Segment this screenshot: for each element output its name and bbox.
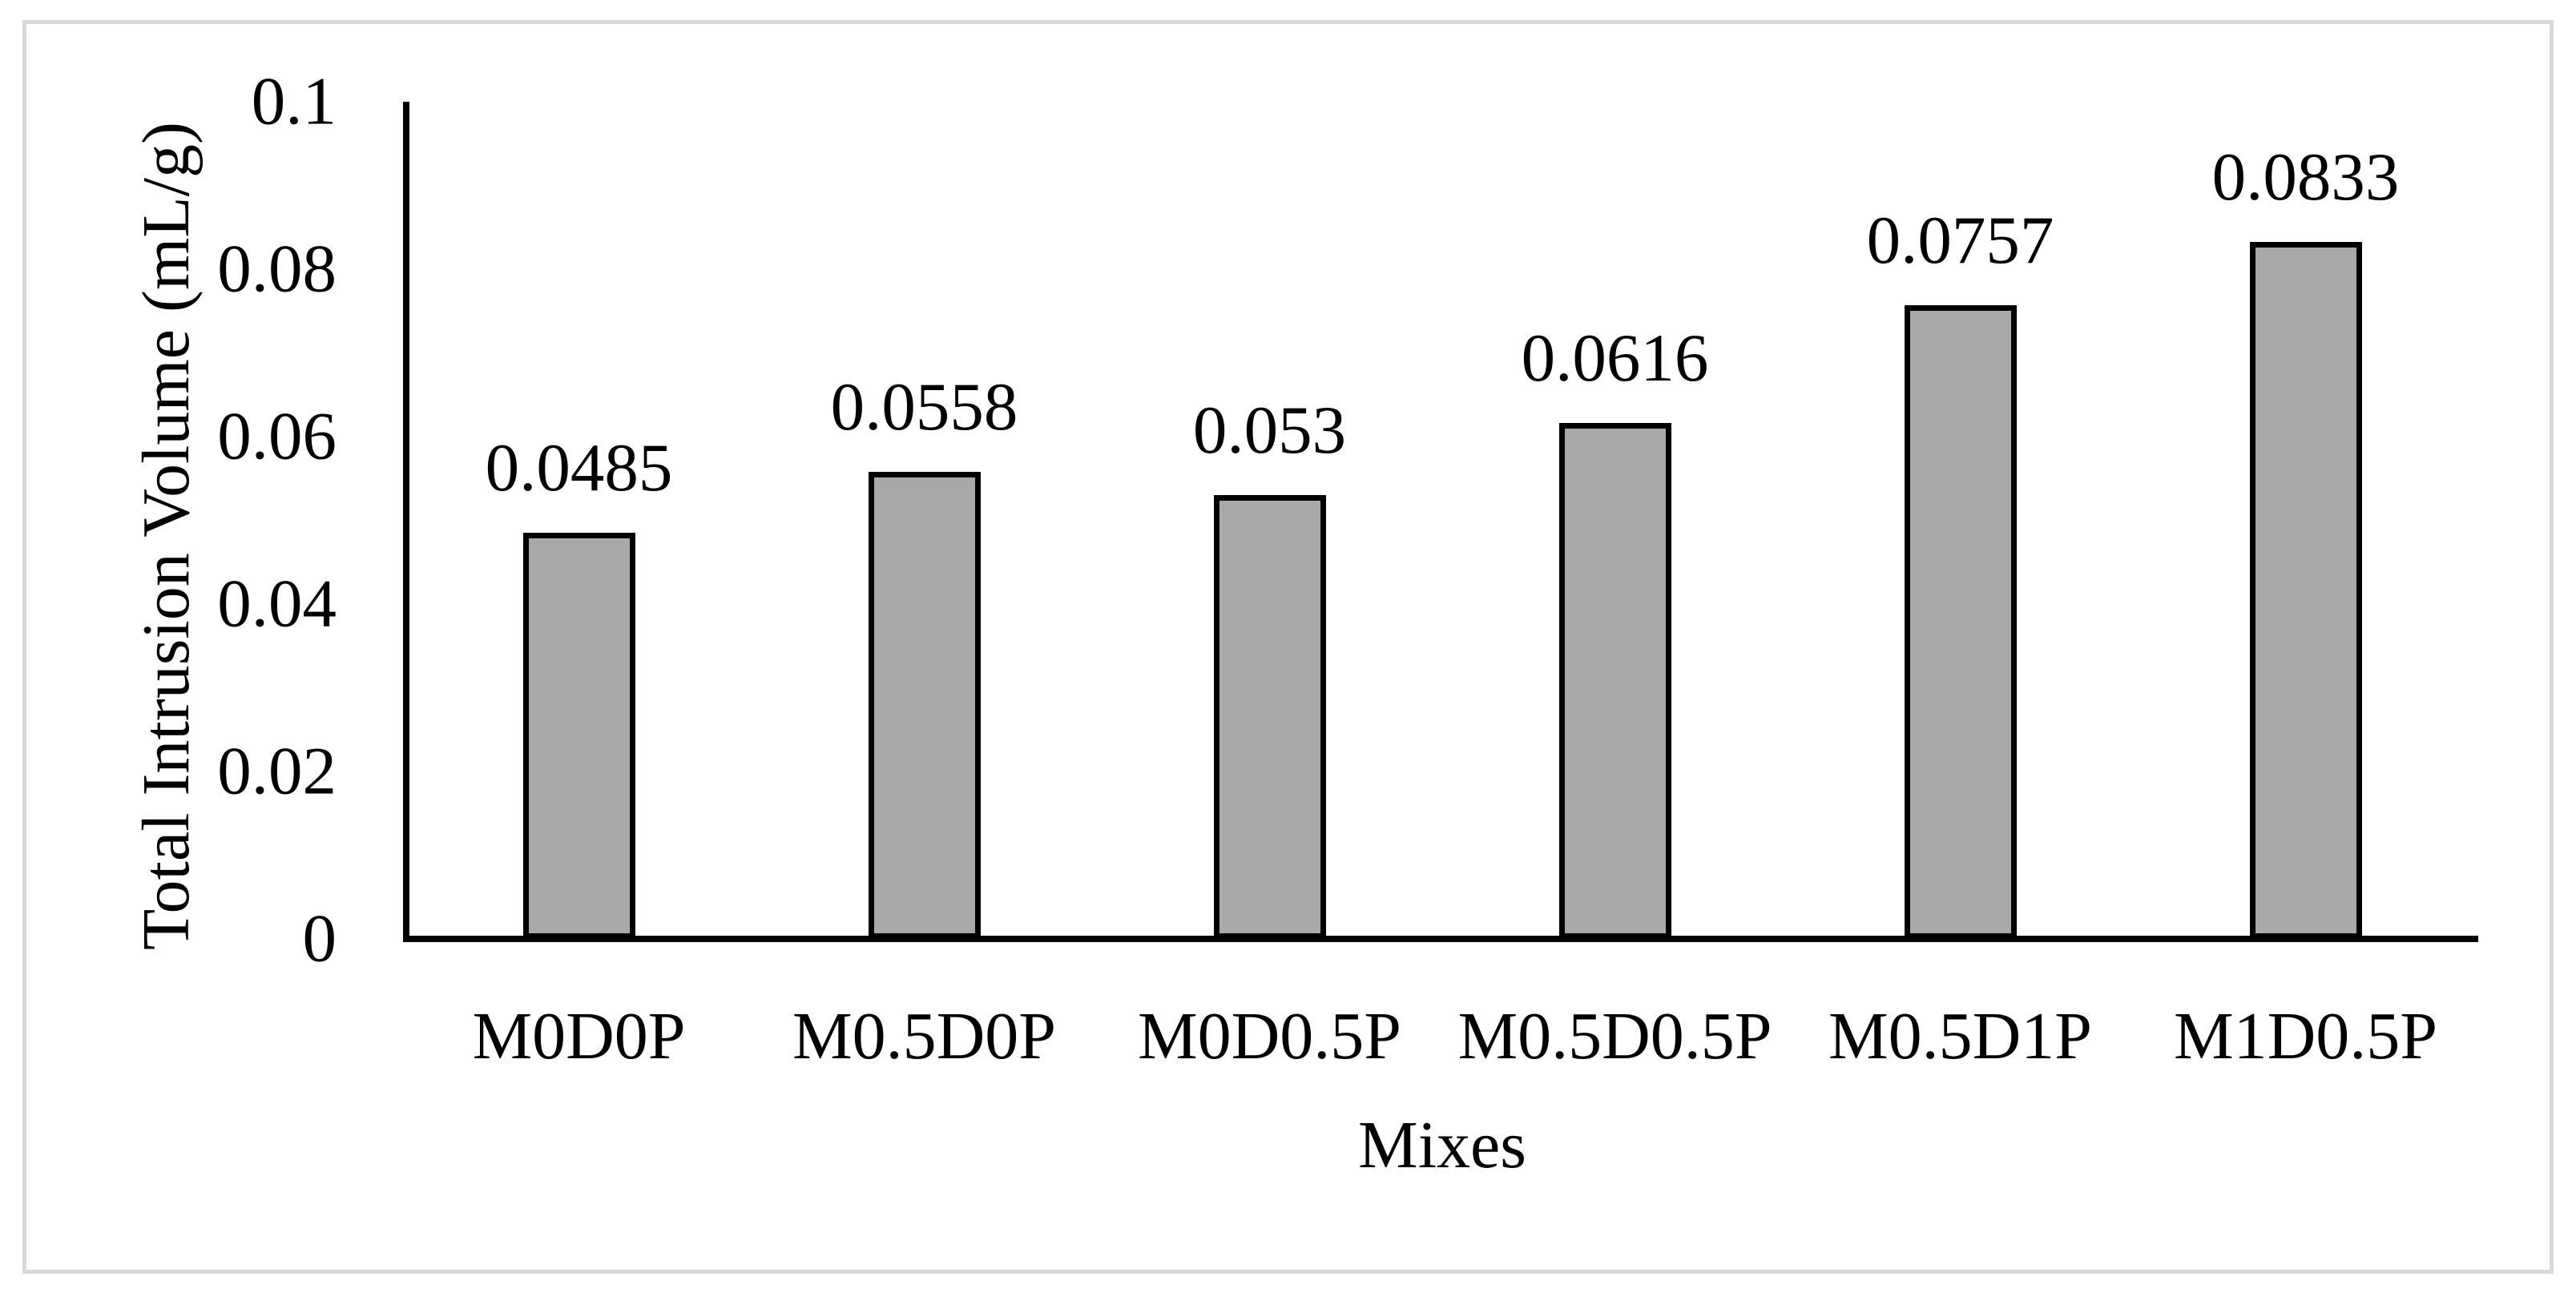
x-category-label: M0D0.5P [1137,999,1402,1073]
x-axis-category-labels: M0D0P M0.5D0P M0D0.5P M0.5D0.5P M0.5D1P M1D0.… [406,1003,2478,1091]
bar-value-label: 0.0558 [830,369,1018,445]
y-tick-label: 0.02 [217,733,337,809]
bar [868,472,981,939]
y-axis-tick-labels: 0 0.02 0.04 0.06 0.08 0.1 [0,67,337,973]
x-category-label: M1D0.5P [2173,999,2438,1073]
bar-value-label: 0.0616 [1521,320,1709,396]
bar-value-label: 0.0833 [2211,139,2400,215]
plot-area: 0.0485 0.0558 0.053 0.0616 0.0757 0.0833 [406,102,2478,939]
bar [522,533,635,939]
bar-value-label: 0.0485 [485,430,673,506]
bar [1213,495,1326,939]
y-tick-label: 0 [302,900,337,977]
bar [2249,242,2362,939]
bar-value-label: 0.0757 [1866,203,2054,278]
y-tick-label: 0.1 [251,63,337,139]
bar-value-label: 0.053 [1192,393,1347,468]
x-category-label: M0.5D0.5P [1457,999,1772,1073]
x-category-label: M0D0P [472,999,686,1073]
y-tick-label: 0.08 [217,231,337,307]
x-category-label: M0.5D1P [1828,999,2093,1073]
y-tick-label: 0.04 [217,566,337,642]
x-category-label: M0.5D0P [792,999,1057,1073]
x-axis-title: Mixes [1358,1108,1526,1182]
y-axis-line [403,102,409,942]
figure-border [22,20,2554,1274]
bar [1558,423,1671,939]
bar [1904,305,2017,939]
y-tick-label: 0.06 [217,398,337,474]
x-axis-line [403,936,2478,942]
